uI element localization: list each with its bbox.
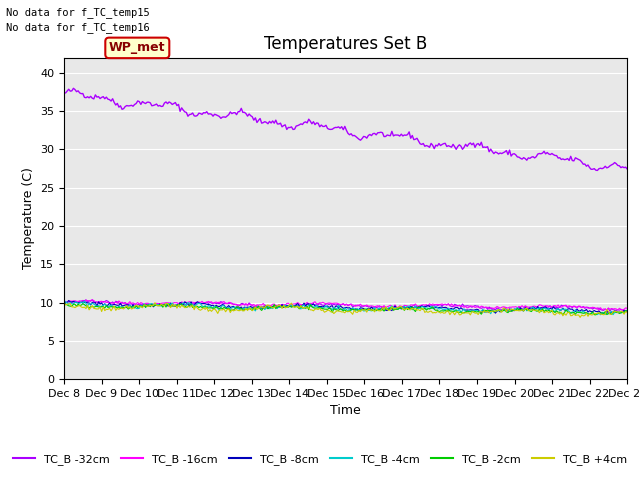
Text: WP_met: WP_met bbox=[109, 41, 166, 54]
Text: No data for f_TC_temp16: No data for f_TC_temp16 bbox=[6, 22, 150, 33]
Legend: TC_B -32cm, TC_B -16cm, TC_B -8cm, TC_B -4cm, TC_B -2cm, TC_B +4cm: TC_B -32cm, TC_B -16cm, TC_B -8cm, TC_B … bbox=[8, 450, 632, 469]
Text: No data for f_TC_temp15: No data for f_TC_temp15 bbox=[6, 7, 150, 18]
Title: Temperatures Set B: Temperatures Set B bbox=[264, 35, 428, 53]
X-axis label: Time: Time bbox=[330, 405, 361, 418]
Y-axis label: Temperature (C): Temperature (C) bbox=[22, 168, 35, 269]
